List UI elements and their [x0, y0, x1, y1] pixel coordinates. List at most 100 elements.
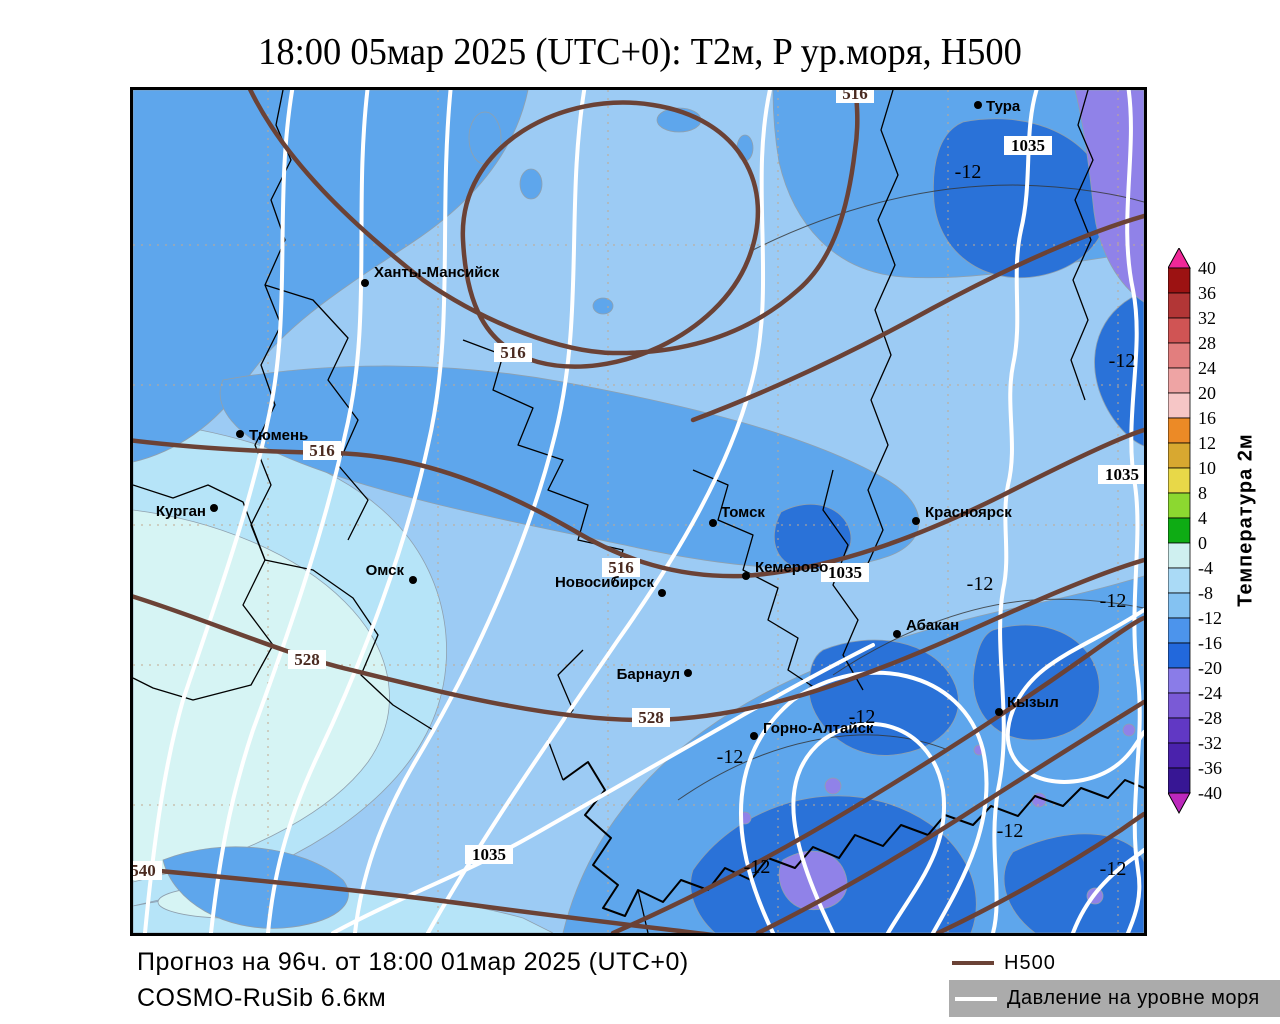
h500-label-text: 540 — [133, 861, 156, 880]
colorbar-cell — [1167, 267, 1191, 294]
colorbar-tick-label: 32 — [1198, 308, 1216, 328]
h500-label-text: 516 — [309, 441, 335, 460]
admin-borders — [133, 90, 1144, 933]
city-dot — [893, 630, 901, 638]
h500-label-box — [303, 441, 341, 460]
pressure-label-box — [1004, 136, 1052, 155]
page-title: 18:00 05мар 2025 (UTC+0): Т2м, P ур.моря… — [258, 31, 1022, 73]
colorbar-tick-label: -24 — [1198, 683, 1222, 703]
legend-h500-label: H500 — [1004, 951, 1056, 974]
h500-label-box — [494, 343, 532, 362]
temperature-colorbar: 40 36 32 28 24 20 16 12 10 8 4 0 -4 -8 -12 -16 -20 -24 -28… — [1167, 246, 1280, 823]
colorbar-cell — [1167, 767, 1191, 794]
city-label: Ханты-Мансийск — [374, 264, 500, 281]
colorbar-tick-label: -20 — [1198, 658, 1222, 678]
colorbar-tick-label: -8 — [1198, 583, 1213, 603]
temp-label-text: -12 — [744, 856, 771, 878]
colorbar-tick-label: 40 — [1198, 258, 1216, 278]
colorbar-cell — [1167, 492, 1191, 519]
city-label: Тюмень — [249, 427, 308, 444]
weather-map: 516 516 516 516 528 528 540 1035 1035 1035 1035 -… — [130, 87, 1147, 936]
city-dot — [995, 708, 1003, 716]
colorbar-tick-label: -32 — [1198, 733, 1222, 753]
city-dot — [236, 430, 244, 438]
temp-label-text: -12 — [717, 746, 744, 768]
city-label: Кызыл — [1007, 694, 1059, 711]
colorbar-cell — [1167, 342, 1191, 369]
city-dot — [742, 572, 750, 580]
h500-label-box — [288, 650, 326, 669]
colorbar-tick-label: 20 — [1198, 383, 1216, 403]
colorbar-tick-label: -16 — [1198, 633, 1222, 653]
map-canvas: 516 516 516 516 528 528 540 1035 1035 1035 1035 -… — [133, 90, 1144, 933]
city-label: Красноярск — [925, 504, 1012, 521]
city-label: Томск — [721, 504, 765, 521]
colorbar-tick-label: 10 — [1198, 458, 1216, 478]
colorbar-tick-label: -28 — [1198, 708, 1222, 728]
pressure-label-box — [1098, 465, 1144, 484]
city-dot — [361, 279, 369, 287]
colorbar-cell — [1167, 742, 1191, 769]
pressure-label-text: 1035 — [472, 845, 506, 864]
colorbar-canvas: 403632282420161210840-4-8-12-16-20-24-28… — [1167, 246, 1222, 815]
pressure-label-text: 1035 — [828, 563, 862, 582]
city-label: Абакан — [906, 617, 959, 634]
h500-label-text: 528 — [638, 708, 664, 727]
temp-label-text: -12 — [1100, 590, 1127, 612]
h500-label-box — [602, 558, 640, 577]
city-dot — [658, 589, 666, 597]
colorbar-tick-label: 36 — [1198, 283, 1216, 303]
colorbar-tick-label: -12 — [1198, 608, 1222, 628]
colorbar-cell — [1167, 567, 1191, 594]
temp-label-text: -12 — [1100, 858, 1127, 880]
city-dot — [210, 504, 218, 512]
city-dot — [709, 519, 717, 527]
colorbar-tick-label: 28 — [1198, 333, 1216, 353]
colorbar-tick-label: 4 — [1198, 508, 1207, 528]
h500-label-box — [632, 708, 670, 727]
footer-forecast-info: Прогноз на 96ч. от 18:00 01мар 2025 (UTC… — [137, 948, 689, 976]
h500-line-swatch — [952, 961, 994, 965]
colorbar-cell — [1167, 517, 1191, 544]
pressure-contour-labels: 1035 1035 1035 1035 — [465, 136, 1144, 864]
city-label: Омск — [366, 562, 405, 579]
temp-label-text: -12 — [955, 161, 982, 183]
colorbar-cell — [1167, 417, 1191, 444]
colorbar-cell — [1167, 392, 1191, 419]
colorbar-cell — [1167, 317, 1191, 344]
colorbar-tick-label: 0 — [1198, 533, 1207, 553]
colorbar-cell — [1167, 442, 1191, 469]
legend-pressure-label: Давление на уровне моря — [1007, 987, 1260, 1009]
colorbar-cell — [1167, 592, 1191, 619]
temp-label-text: -12 — [997, 820, 1024, 842]
city-dot — [912, 517, 920, 525]
pressure-label-text: 1035 — [1011, 136, 1045, 155]
temperature-contour-labels: -12 -12 -12 -12 -12 -12 -12 -12 -12 — [717, 161, 1136, 880]
city-dot — [684, 669, 692, 677]
colorbar-cell — [1167, 292, 1191, 319]
colorbar-cell — [1167, 617, 1191, 644]
pressure-label-box — [821, 563, 869, 582]
city-label: Барнаул — [617, 666, 680, 683]
pressure-label-text: 1035 — [1105, 465, 1139, 484]
footer-model-name: COSMO-RuSib 6.6км — [137, 984, 387, 1012]
colorbar-cell — [1167, 642, 1191, 669]
pressure-label-box — [465, 845, 513, 864]
temp-label-text: -12 — [1109, 350, 1136, 372]
h500-label-box — [836, 90, 874, 103]
colorbar-cell — [1167, 692, 1191, 719]
colorbar-tick-label: -40 — [1198, 783, 1222, 803]
colorbar-cell — [1167, 667, 1191, 694]
h500-label-text: 516 — [500, 343, 526, 362]
colorbar-cell — [1167, 367, 1191, 394]
temp-label-text: -12 — [967, 573, 994, 595]
legend-pressure: Давление на уровне моря — [949, 980, 1280, 1017]
city-label: Горно-Алтайск — [763, 720, 874, 737]
city-dot — [409, 576, 417, 584]
colorbar-tick-label: 24 — [1198, 358, 1216, 378]
colorbar-cell — [1167, 467, 1191, 494]
city-markers: Тура Ханты-Мансийск Тюмень Курган Омск Новоси… — [156, 98, 1059, 740]
city-label: Тура — [986, 98, 1021, 115]
h500-label-text: 516 — [608, 558, 634, 577]
